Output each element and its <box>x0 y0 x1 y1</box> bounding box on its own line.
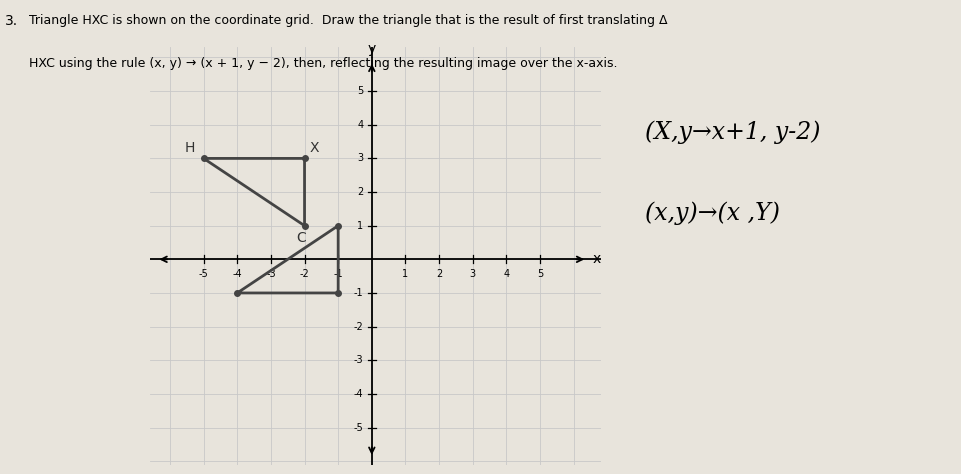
Text: (X,y→x+1, y-2): (X,y→x+1, y-2) <box>644 121 819 145</box>
Text: 4: 4 <box>357 120 363 130</box>
Text: C: C <box>296 231 306 245</box>
Text: Triangle HXC is shown on the coordinate grid.  Draw the triangle that is the res: Triangle HXC is shown on the coordinate … <box>29 14 667 27</box>
Text: 3: 3 <box>469 269 476 279</box>
Text: -5: -5 <box>199 269 209 279</box>
Text: (x,y)→(x ,Y): (x,y)→(x ,Y) <box>644 201 778 225</box>
Text: -3: -3 <box>266 269 276 279</box>
Text: -3: -3 <box>354 355 363 365</box>
Text: HXC using the rule (x, y) → (x + 1, y − 2), then, reflecting the resulting image: HXC using the rule (x, y) → (x + 1, y − … <box>29 57 617 70</box>
Text: -4: -4 <box>233 269 242 279</box>
Text: -5: -5 <box>354 422 363 432</box>
Text: -2: -2 <box>300 269 309 279</box>
Text: -4: -4 <box>354 389 363 399</box>
Text: 4: 4 <box>503 269 509 279</box>
Text: -1: -1 <box>333 269 343 279</box>
Text: X: X <box>309 141 319 155</box>
Text: 5: 5 <box>357 86 363 96</box>
Text: y: y <box>367 42 376 56</box>
Text: H: H <box>185 141 195 155</box>
Text: x: x <box>592 252 600 266</box>
Text: 3.: 3. <box>5 14 18 28</box>
Text: 2: 2 <box>357 187 363 197</box>
Text: 1: 1 <box>357 221 363 231</box>
Text: 3: 3 <box>357 154 363 164</box>
Text: 1: 1 <box>402 269 408 279</box>
Text: -1: -1 <box>354 288 363 298</box>
Text: -2: -2 <box>354 321 363 332</box>
Text: 2: 2 <box>435 269 442 279</box>
Text: 5: 5 <box>536 269 543 279</box>
